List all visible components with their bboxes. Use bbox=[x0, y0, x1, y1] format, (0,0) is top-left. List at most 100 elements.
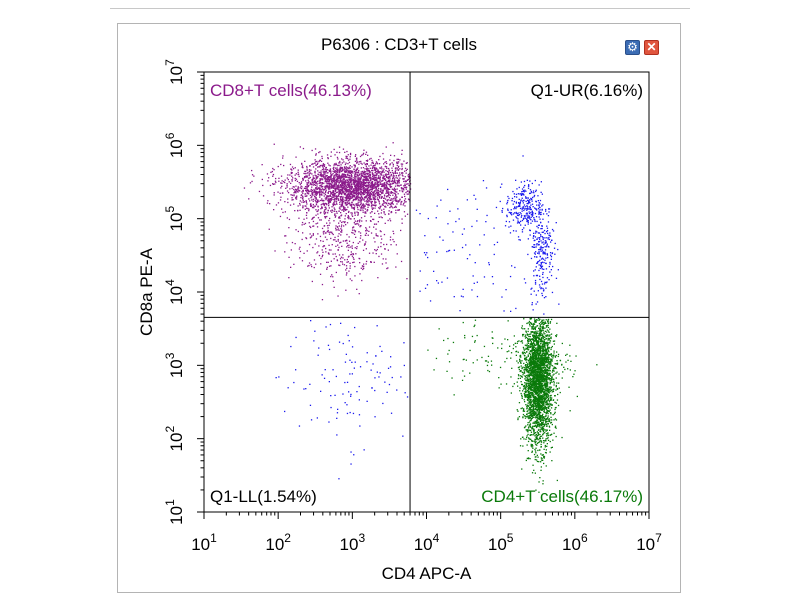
data-point bbox=[355, 203, 358, 205]
data-point bbox=[427, 256, 429, 259]
data-point bbox=[370, 157, 372, 160]
data-point bbox=[341, 184, 343, 186]
data-point bbox=[346, 176, 348, 178]
data-point bbox=[328, 164, 330, 166]
data-point bbox=[530, 204, 532, 206]
data-point bbox=[294, 174, 296, 176]
data-point bbox=[346, 233, 348, 236]
data-point bbox=[301, 221, 304, 224]
data-point bbox=[346, 181, 348, 183]
data-point bbox=[544, 330, 546, 332]
data-point bbox=[299, 187, 301, 189]
data-point bbox=[350, 173, 353, 176]
data-point bbox=[314, 159, 316, 161]
data-point bbox=[330, 173, 332, 175]
data-point bbox=[357, 220, 359, 222]
data-point bbox=[312, 194, 314, 196]
data-point bbox=[397, 180, 400, 182]
data-point bbox=[532, 464, 534, 466]
data-point bbox=[358, 186, 360, 188]
data-point bbox=[535, 190, 537, 193]
data-point bbox=[388, 383, 391, 386]
data-point bbox=[341, 169, 344, 171]
data-point bbox=[380, 173, 382, 175]
data-point bbox=[394, 179, 396, 181]
data-point bbox=[522, 193, 525, 195]
data-point bbox=[390, 191, 392, 193]
data-point bbox=[532, 212, 534, 214]
data-point bbox=[342, 174, 345, 176]
data-point bbox=[345, 185, 347, 187]
data-point bbox=[365, 228, 368, 230]
data-point bbox=[540, 363, 542, 365]
data-point bbox=[381, 180, 383, 182]
data-point bbox=[392, 142, 394, 144]
data-point bbox=[529, 401, 531, 403]
close-icon[interactable]: ✕ bbox=[644, 40, 659, 55]
data-point bbox=[284, 251, 286, 253]
data-point bbox=[329, 184, 331, 186]
data-point bbox=[314, 195, 316, 197]
data-point bbox=[530, 293, 532, 295]
data-point bbox=[365, 165, 367, 167]
data-point bbox=[334, 174, 336, 176]
data-point bbox=[521, 231, 524, 233]
data-point bbox=[374, 190, 376, 192]
data-point bbox=[352, 257, 354, 259]
data-point bbox=[384, 198, 387, 200]
data-point bbox=[349, 194, 351, 196]
data-point bbox=[547, 360, 550, 362]
data-point bbox=[331, 274, 333, 276]
settings-icon[interactable]: ⚙ bbox=[625, 40, 640, 55]
data-point bbox=[370, 201, 372, 203]
data-point bbox=[365, 182, 367, 184]
data-point bbox=[404, 392, 406, 394]
data-point bbox=[517, 417, 519, 419]
data-point bbox=[537, 232, 540, 234]
data-point bbox=[351, 245, 353, 247]
data-point bbox=[291, 199, 293, 201]
data-point bbox=[373, 199, 376, 201]
data-point bbox=[334, 208, 336, 210]
data-point bbox=[379, 178, 381, 181]
data-point bbox=[388, 213, 390, 215]
data-point bbox=[366, 163, 368, 165]
data-point bbox=[328, 199, 330, 201]
data-point bbox=[398, 209, 400, 211]
data-point bbox=[358, 177, 361, 179]
data-point bbox=[530, 412, 532, 414]
data-point bbox=[515, 230, 517, 232]
data-point bbox=[533, 403, 535, 405]
data-point bbox=[301, 195, 304, 197]
data-point bbox=[344, 207, 346, 209]
data-point bbox=[527, 391, 529, 393]
data-point bbox=[382, 200, 385, 202]
data-point bbox=[385, 187, 387, 189]
data-point bbox=[524, 352, 526, 354]
data-point bbox=[374, 186, 377, 188]
data-point bbox=[369, 188, 371, 190]
data-point bbox=[523, 194, 525, 196]
data-point bbox=[330, 192, 333, 195]
data-point bbox=[338, 229, 340, 231]
data-point bbox=[314, 180, 317, 183]
data-point bbox=[353, 195, 355, 197]
data-point bbox=[374, 389, 376, 392]
data-point bbox=[533, 195, 535, 198]
data-point bbox=[309, 176, 311, 179]
data-point bbox=[346, 169, 349, 171]
data-point bbox=[336, 175, 338, 177]
data-point bbox=[374, 200, 376, 203]
data-point bbox=[554, 242, 556, 245]
data-point bbox=[344, 187, 346, 189]
data-point bbox=[381, 196, 383, 198]
data-point bbox=[328, 244, 330, 246]
data-point bbox=[385, 258, 387, 260]
data-point bbox=[275, 181, 277, 184]
data-point bbox=[351, 187, 353, 190]
data-point bbox=[556, 479, 558, 482]
data-point bbox=[353, 261, 355, 263]
data-point bbox=[305, 388, 307, 390]
data-point bbox=[328, 181, 330, 183]
data-point bbox=[340, 241, 342, 243]
